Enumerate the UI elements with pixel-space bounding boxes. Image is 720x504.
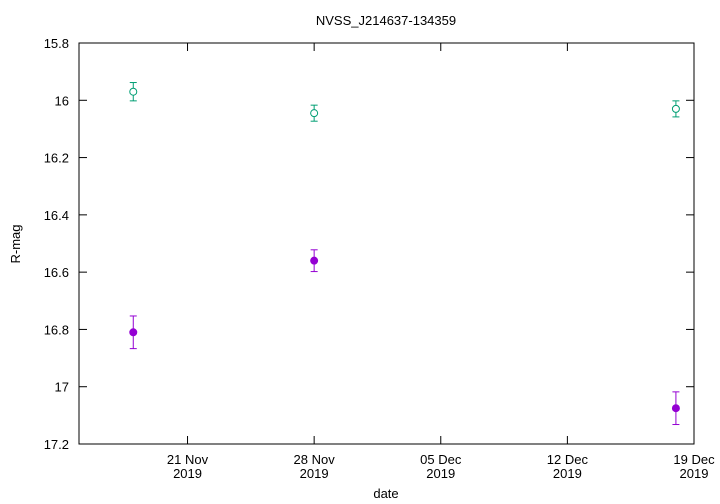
x-tick-label: 21 Nov 2019	[167, 452, 209, 481]
point	[310, 256, 319, 265]
x-tick-label: 12 Dec 2019	[547, 452, 589, 481]
point	[671, 404, 680, 413]
point	[671, 104, 680, 113]
x-tick-label: 05 Dec 2019	[420, 452, 462, 481]
y-tick-label: 17	[55, 380, 69, 395]
point	[129, 87, 138, 96]
point	[129, 328, 138, 337]
x-axis-label: date	[373, 486, 398, 501]
y-tick-label: 16	[55, 93, 69, 108]
x-tick-label: 19 Dec 2019	[673, 452, 715, 481]
y-tick-label: 17.2	[44, 437, 69, 452]
y-tick-label: 16.6	[44, 265, 69, 280]
y-tick-label: 15.8	[44, 36, 69, 51]
point	[310, 109, 319, 118]
x-tick-label: 28 Nov 2019	[294, 452, 336, 481]
y-axis-label: R-mag	[8, 224, 23, 263]
y-tick-label: 16.4	[44, 208, 69, 223]
y-tick-label: 16.2	[44, 151, 69, 166]
y-tick-label: 16.8	[44, 322, 69, 337]
chart-title: NVSS_J214637-134359	[316, 13, 456, 28]
plot-frame	[78, 42, 695, 445]
